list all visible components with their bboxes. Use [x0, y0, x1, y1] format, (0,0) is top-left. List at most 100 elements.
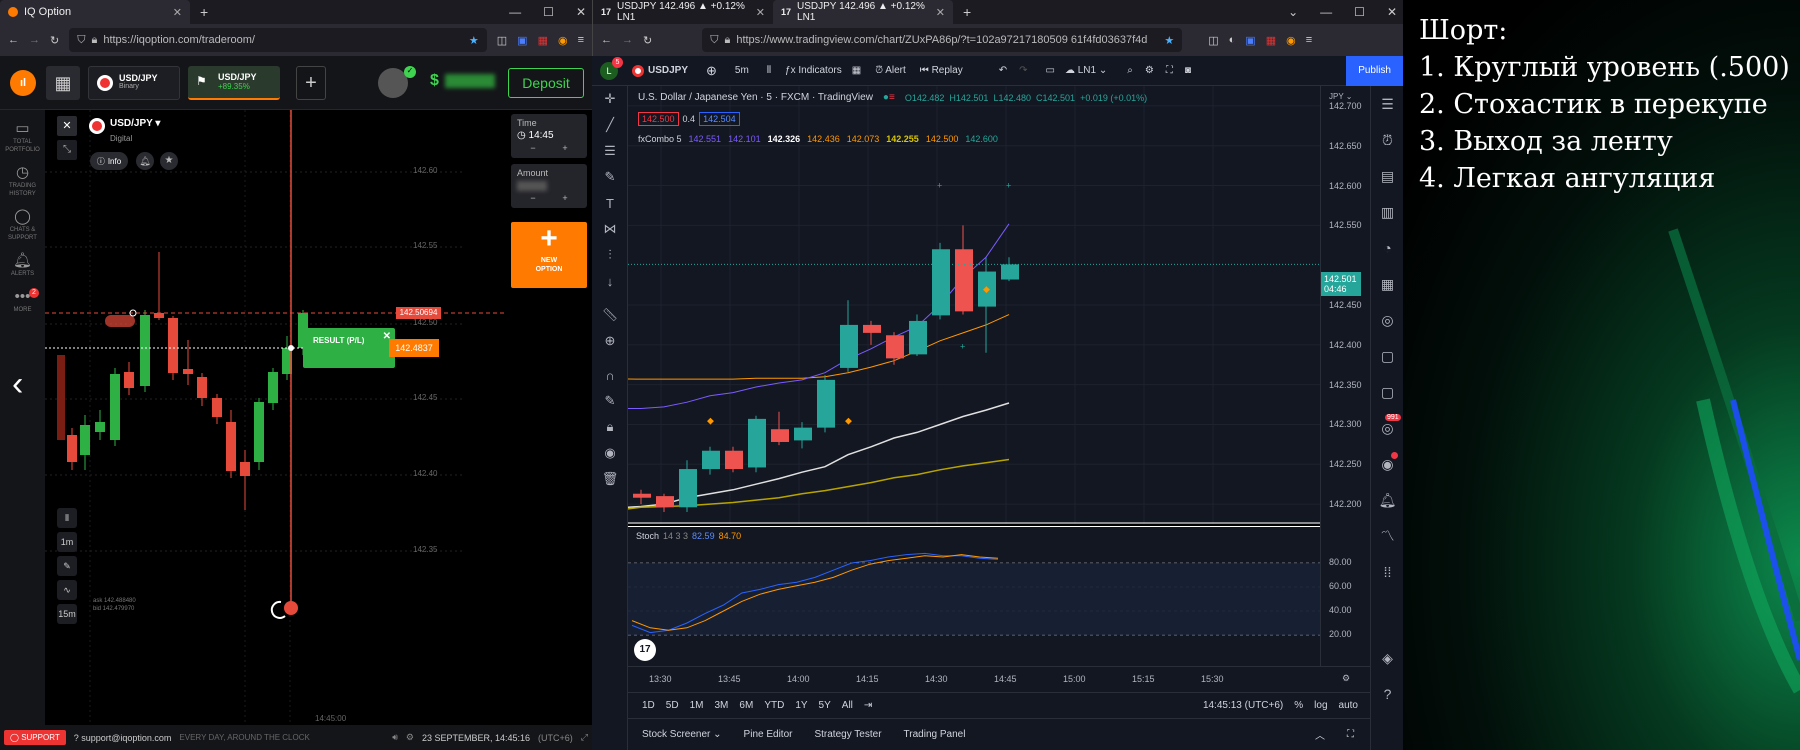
avatar[interactable]	[378, 68, 408, 98]
text-icon[interactable]: T	[606, 195, 614, 211]
close-window-icon[interactable]: ✕	[1386, 5, 1397, 19]
tab-tv-1[interactable]: 17 USDJPY 142.496 ▲ +0.12% LN1 ✕	[593, 0, 773, 24]
settings-icon[interactable]: ⚙	[405, 732, 414, 742]
info-button[interactable]: ⓘ Info	[90, 152, 128, 170]
chart-type-button[interactable]: ⫴	[57, 508, 77, 528]
tab-tv-2[interactable]: 17 USDJPY 142.496 ▲ +0.12% LN1 ✕	[773, 0, 953, 24]
interval-15m-button[interactable]: 15m	[57, 604, 77, 624]
symbol-search[interactable]: USDJPY	[632, 64, 688, 77]
ruler-icon[interactable]: 📏︎	[601, 307, 619, 322]
messages-icon[interactable]: ▢	[1380, 383, 1395, 400]
close-tab-icon[interactable]: ✕	[755, 6, 765, 19]
pocket-icon[interactable]: ◫	[496, 34, 508, 47]
axis-settings-icon[interactable]: ⚙	[1342, 673, 1351, 683]
forward-icon[interactable]: →	[29, 34, 40, 46]
tab-stock-screener[interactable]: Stock Screener ⌄	[642, 729, 722, 740]
minimize-icon[interactable]: —	[509, 5, 522, 19]
stoch-pane[interactable]: Stoch 14 3 3 82.59 84.70 17	[628, 526, 1320, 666]
reload-icon[interactable]: ↻	[643, 34, 653, 47]
tab-trading-panel[interactable]: Trading Panel	[903, 729, 966, 740]
forward-icon[interactable]: →	[622, 34, 633, 46]
brush-icon[interactable]: ✎	[604, 169, 616, 184]
close-tab-icon[interactable]: ✕	[935, 6, 945, 19]
minimize-icon[interactable]: —	[1320, 5, 1333, 19]
indicators-button[interactable]: ∿	[57, 580, 77, 600]
ideas-icon[interactable]: ◎	[1381, 311, 1394, 328]
currency-label[interactable]: JPY ⌄	[1329, 92, 1353, 101]
alert-button[interactable]: ⏰︎ Alert	[875, 65, 906, 76]
collapse-panel-icon[interactable]: ︿	[1315, 731, 1325, 742]
indicators-button[interactable]: ƒx Indicators	[785, 65, 842, 76]
camera-icon[interactable]: ◙	[1184, 65, 1191, 76]
extension2-icon[interactable]: ▣	[1245, 34, 1256, 47]
chevron-left-icon[interactable]: ‹	[12, 365, 24, 403]
time-box[interactable]: Time ◷ 14:45 − +	[511, 114, 587, 158]
tab-strategy-tester[interactable]: Strategy Tester	[814, 729, 882, 740]
price-axis[interactable]: JPY ⌄ 142.700 142.650 142.600 142.550 142.45…	[1320, 86, 1370, 666]
undo-icon[interactable]: ↶	[998, 65, 1008, 76]
extension-icon[interactable]: ◐	[1228, 34, 1236, 46]
extension-icon[interactable]: ▣	[517, 34, 528, 47]
arrow-down-icon[interactable]: ↓	[606, 273, 614, 289]
volume-icon[interactable]: 🔊︎	[392, 732, 398, 742]
interval-1m-button[interactable]: 1m	[57, 532, 77, 552]
menu-icon[interactable]: ≡	[1305, 34, 1313, 46]
tv-user-avatar[interactable]: L 5	[600, 56, 623, 80]
sidebar-item-more[interactable]: ••• MORE 2	[0, 288, 45, 314]
range-6m[interactable]: 6M	[739, 700, 754, 711]
extension2-icon[interactable]: ▦	[537, 34, 548, 47]
layout-name[interactable]: ☁ LN1 ⌄	[1064, 65, 1108, 76]
tab-pine-editor[interactable]: Pine Editor	[743, 729, 793, 740]
tab-iqoption[interactable]: IQ Option ✕	[0, 0, 190, 24]
range-5d[interactable]: 5D	[665, 700, 679, 711]
grid-icon[interactable]: ▦	[46, 66, 80, 100]
range-3m[interactable]: 3M	[714, 700, 729, 711]
amount-box[interactable]: Amount − +	[511, 164, 587, 208]
maximize-panel-icon[interactable]: ⛶	[1347, 729, 1354, 740]
trend-icon[interactable]: 〽	[1380, 528, 1395, 544]
timer-icon[interactable]: ◔	[1383, 240, 1392, 256]
layout-icon[interactable]: ▭	[1045, 65, 1055, 76]
trendline-icon[interactable]: ╱	[606, 117, 614, 132]
replay-button[interactable]: ⏮︎ Replay	[919, 65, 963, 76]
balance[interactable]: $	[430, 72, 439, 89]
zoom-icon[interactable]: ⊕	[604, 333, 616, 348]
collapse-icon[interactable]: ⤡	[57, 140, 77, 160]
fox-icon[interactable]: ◉	[1286, 34, 1296, 47]
close-tab-icon[interactable]: ✕	[172, 6, 182, 19]
notifications-icon[interactable]: 🔔︎	[1378, 491, 1397, 508]
help-icon[interactable]: ?	[1383, 686, 1392, 702]
data-window-icon[interactable]: ▤	[1380, 167, 1395, 184]
range-1y[interactable]: 1Y	[795, 700, 808, 711]
search-icon[interactable]: ⌕	[1127, 65, 1133, 76]
tv-chart[interactable]: +++++++◆◆◆ U.S. Dollar / Japanese Yen · …	[628, 86, 1320, 524]
news-icon[interactable]: ▥	[1380, 203, 1395, 220]
bid-button[interactable]: 142.500	[638, 112, 679, 126]
maximize-icon[interactable]: ☐	[543, 5, 554, 19]
eye-icon[interactable]: ◉	[604, 445, 616, 460]
back-icon[interactable]: ←	[601, 34, 612, 46]
calendar-icon[interactable]: ▦	[1380, 275, 1395, 292]
alerts-clock-icon[interactable]: ⏰︎	[1382, 131, 1393, 148]
favorite-button[interactable]: ★	[160, 152, 178, 170]
asset-tab-digital[interactable]: ⚑ USD/JPY +89.35%	[188, 66, 280, 100]
new-tab-icon[interactable]: +	[963, 4, 972, 20]
range-1m[interactable]: 1M	[689, 700, 704, 711]
maximize-icon[interactable]: ☐	[1354, 5, 1365, 19]
close-result-icon[interactable]: ✕	[382, 331, 391, 342]
crosshair-icon[interactable]: ✛	[604, 91, 616, 106]
watchlist-icon[interactable]: ☰	[1381, 95, 1394, 112]
extension3-icon[interactable]: ▦	[1265, 34, 1277, 47]
dots-grid-icon[interactable]: ⁞⁞	[1383, 564, 1392, 580]
fib-icon[interactable]: ☰	[604, 143, 616, 158]
layers-icon[interactable]: ◈	[1382, 649, 1393, 666]
range-1d[interactable]: 1D	[642, 700, 655, 711]
interval-button[interactable]: 5m	[734, 65, 749, 76]
close-chart-button[interactable]: ✕	[57, 116, 77, 136]
pocket-icon[interactable]: ◫	[1208, 34, 1219, 47]
range-ytd[interactable]: YTD	[764, 700, 785, 711]
amount-stepper[interactable]: − +	[530, 193, 568, 203]
close-window-icon[interactable]: ✕	[575, 5, 586, 19]
streams-icon[interactable]: ◎ 991	[1381, 414, 1401, 436]
chat-icon[interactable]: ▢	[1380, 347, 1395, 364]
